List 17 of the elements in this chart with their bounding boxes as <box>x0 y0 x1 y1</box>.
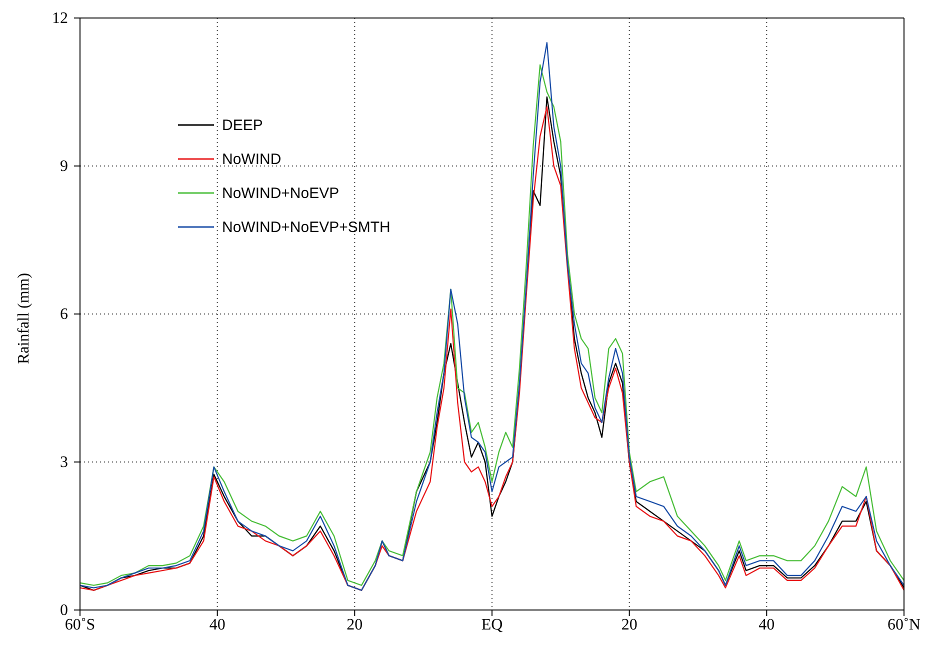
legend-label: NoWIND+NoEVP+SMTH <box>222 218 390 236</box>
y-axis-title: Rainfall (mm) <box>16 272 33 364</box>
legend-label: DEEP <box>222 116 263 134</box>
x-tick-label: 60˚N <box>888 616 921 634</box>
legend-label: NoWIND+NoEVP <box>222 184 340 202</box>
legend-label: NoWIND <box>222 150 282 168</box>
y-tick-label: 9 <box>60 158 68 175</box>
y-tick-label: 0 <box>60 602 68 619</box>
y-tick-label: 6 <box>60 306 68 323</box>
x-tick-label: EQ <box>481 616 504 634</box>
y-tick-label: 12 <box>52 10 68 27</box>
x-tick-label: 40 <box>758 616 775 634</box>
x-tick-label: 40 <box>209 616 226 634</box>
x-tick-label: 20 <box>621 616 638 634</box>
x-tick-label: 60˚S <box>64 616 96 634</box>
y-tick-label: 3 <box>60 454 68 471</box>
x-tick-label: 20 <box>346 616 363 634</box>
